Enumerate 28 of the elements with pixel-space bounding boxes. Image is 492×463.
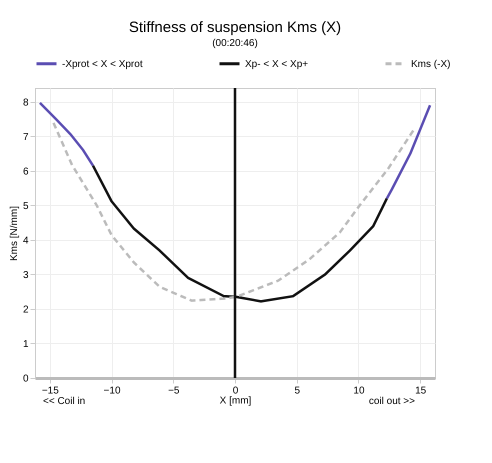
line-series bbox=[386, 104, 432, 200]
line-series bbox=[52, 122, 416, 302]
x-axis-title: X [mm] bbox=[220, 396, 252, 406]
line-series bbox=[38, 102, 94, 167]
x-tick-label: 10 bbox=[353, 386, 365, 396]
legend-label: Kms (-X) bbox=[411, 58, 450, 70]
x-tick-label: −15 bbox=[42, 386, 60, 396]
y-tick-label: 0 bbox=[22, 374, 29, 384]
chart-subtitle: (00:20:46) bbox=[212, 38, 258, 49]
y-tick-label: 7 bbox=[22, 132, 29, 143]
y-tick-label: 8 bbox=[22, 97, 29, 108]
y-axis-title: Kms [N/mm] bbox=[8, 206, 20, 261]
y-tick-label: 1 bbox=[22, 338, 29, 350]
legend-label: Xp- < X < Xp+ bbox=[245, 58, 308, 70]
x-tick-label: 5 bbox=[294, 386, 300, 396]
x-tick-label: 15 bbox=[415, 386, 427, 396]
x-tick-label: −5 bbox=[168, 386, 180, 396]
y-tick-label: 3 bbox=[22, 270, 29, 281]
y-tick-label: 5 bbox=[22, 200, 29, 212]
x-tick-label: 0 bbox=[232, 386, 239, 396]
chart-title: Stiffness of suspension Kms (X) bbox=[128, 19, 342, 36]
y-tick-label: 4 bbox=[22, 235, 29, 246]
text: << Coil in bbox=[43, 396, 86, 407]
x-tick-label: −10 bbox=[104, 386, 121, 396]
text: coil out >> bbox=[368, 396, 416, 407]
legend-label: -Xprot < X < Xprot bbox=[62, 58, 143, 70]
y-tick-label: 2 bbox=[22, 304, 29, 316]
y-tick-label: 6 bbox=[22, 166, 29, 178]
